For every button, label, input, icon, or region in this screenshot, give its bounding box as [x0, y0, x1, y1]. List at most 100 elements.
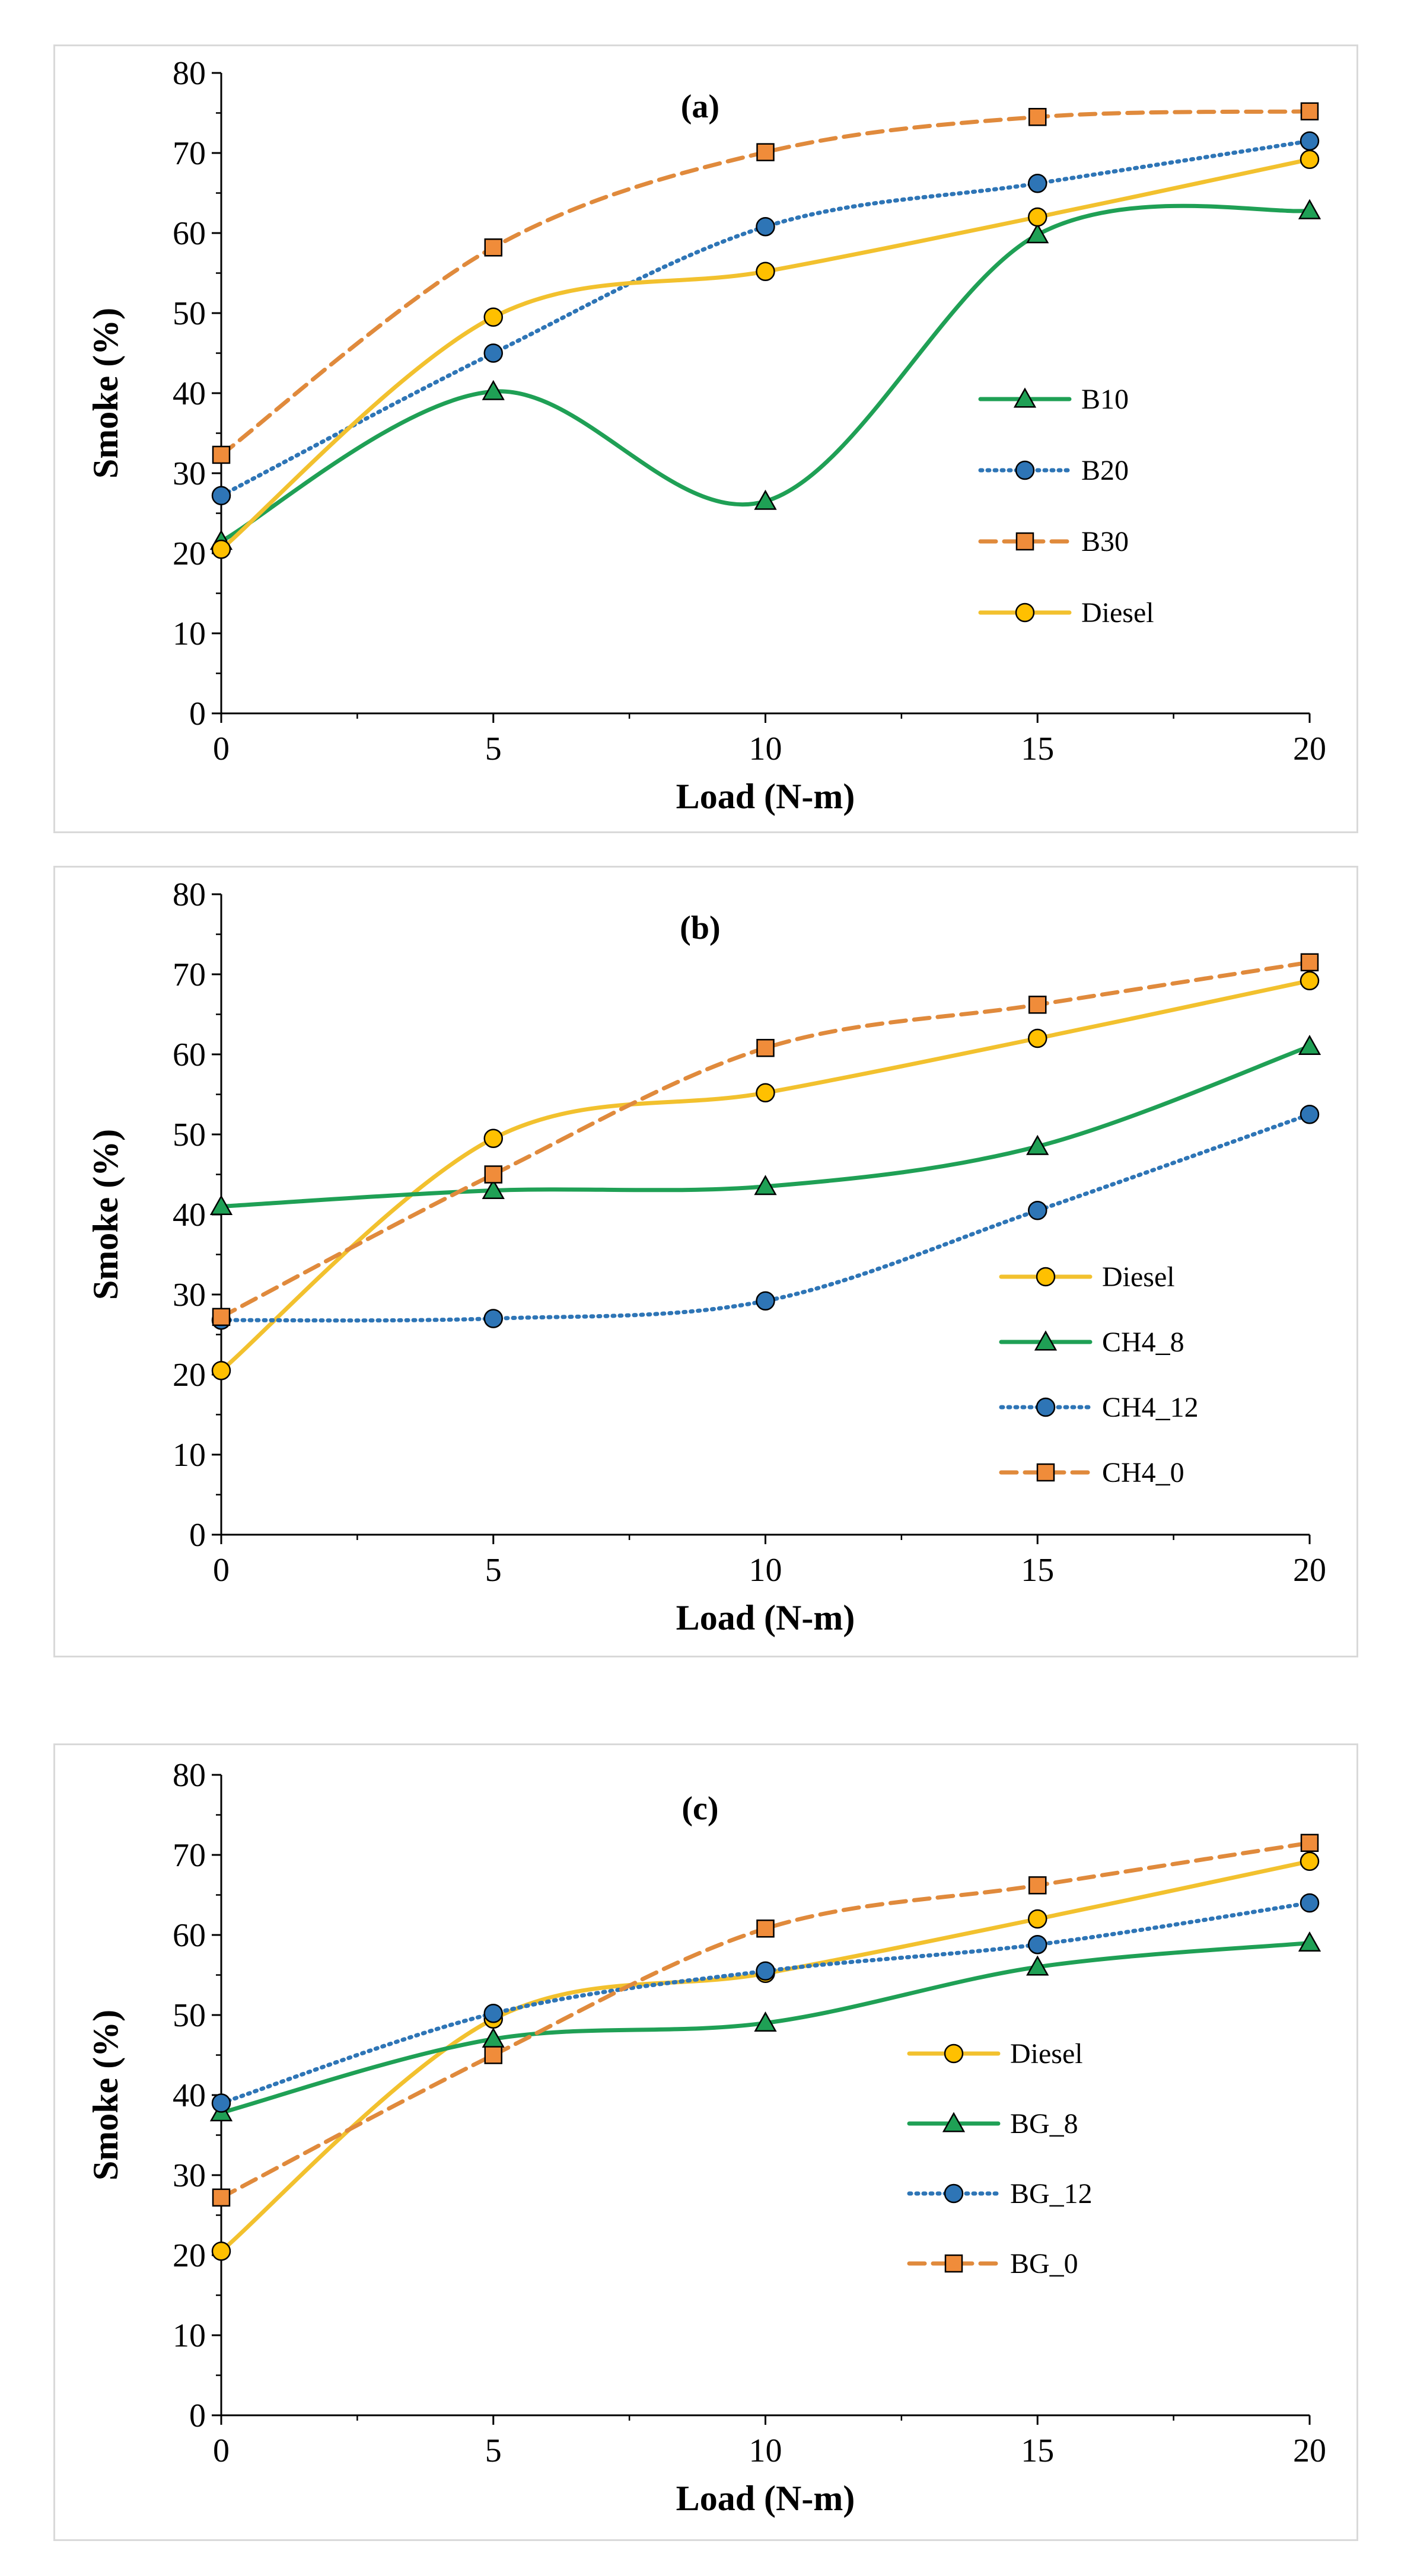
x-tick-label: 15 — [1021, 731, 1054, 767]
x-tick-label: 10 — [749, 2432, 782, 2469]
data-point-diesel — [483, 1128, 503, 1148]
data-point-bg-0 — [484, 2046, 502, 2064]
series-diesel — [211, 149, 1320, 559]
legend-marker-b10 — [1013, 387, 1037, 408]
chart-panel-c: 0 10 20 30 40 50 60 70 80 0 5 10 15 20 Load (N-m) Smoke… — [53, 1743, 1358, 2541]
y-tick-label: 40 — [173, 1197, 206, 1233]
series-ch4-0 — [212, 953, 1319, 1327]
series-diesel — [211, 1851, 1320, 2261]
x-axis-title: Load (N-m) — [676, 2479, 855, 2518]
legend-label-ch4-0: CH4_0 — [1102, 1457, 1184, 1488]
x-tick-label: 0 — [213, 2432, 230, 2469]
data-point-bg-8 — [1298, 1931, 1321, 1952]
legend-marker-ch4-0 — [1036, 1463, 1055, 1482]
data-point-b10 — [1026, 223, 1049, 244]
data-point-bg-8 — [1026, 1955, 1049, 1976]
data-point-diesel — [756, 262, 775, 282]
series-bg-8 — [209, 1931, 1321, 2122]
data-point-ch4-8 — [1298, 1034, 1321, 1056]
y-tick-label: 40 — [173, 375, 206, 412]
data-point-ch4-12 — [756, 1291, 775, 1311]
chart-c: 0 10 20 30 40 50 60 70 80 0 5 10 15 20 Load (N-m) Smoke… — [86, 1757, 1326, 2518]
series-b10 — [209, 199, 1321, 550]
y-tick-label: 0 — [189, 1517, 206, 1554]
y-tick-label: 20 — [173, 1357, 206, 1394]
data-point-diesel — [211, 540, 231, 559]
data-point-b30 — [1300, 102, 1319, 121]
data-point-b20 — [1028, 174, 1047, 193]
legend-label-bg-8: BG_8 — [1010, 2108, 1078, 2140]
legend: Diesel BG_8 BG_12 BG_0 — [907, 2038, 1093, 2279]
x-tick-label: 15 — [1021, 2432, 1054, 2469]
chart-panel-a: 0 10 20 30 40 50 60 70 80 0 5 10 15 20 Load (N-m) Smoke… — [53, 44, 1358, 833]
data-point-b20 — [756, 216, 775, 237]
panel-label: (c) — [681, 1790, 718, 1827]
data-point-ch4-8 — [1026, 1134, 1049, 1155]
x-axis-title: Load (N-m) — [676, 777, 855, 816]
series-b30 — [212, 102, 1319, 464]
legend-label-bg-0: BG_0 — [1010, 2248, 1078, 2279]
data-point-b20 — [483, 343, 503, 363]
data-point-bg-12 — [1300, 1893, 1320, 1913]
data-point-b20 — [1300, 131, 1320, 151]
data-point-bg-0 — [212, 2188, 231, 2207]
data-point-bg-0 — [1028, 1876, 1047, 1895]
legend-label-ch4-12: CH4_12 — [1102, 1392, 1199, 1423]
data-point-bg-8 — [754, 2011, 777, 2032]
series-bg-0 — [212, 1834, 1319, 2207]
legend-label-diesel: Diesel — [1102, 1261, 1175, 1293]
data-point-ch4-12 — [1300, 1105, 1320, 1124]
x-tick-label: 5 — [485, 731, 502, 767]
legend-label-bg-12: BG_12 — [1010, 2178, 1093, 2210]
chart-panel-b: 0 10 20 30 40 50 60 70 80 0 5 10 15 20 Load (N-m) Smoke… — [53, 866, 1358, 1657]
legend-marker-b20 — [1015, 460, 1035, 480]
y-tick-label: 60 — [173, 215, 206, 252]
x-tick-label: 5 — [485, 1552, 502, 1589]
y-tick-label: 10 — [173, 1437, 206, 1474]
x-tick-label: 20 — [1293, 731, 1326, 767]
x-tick-label: 0 — [213, 1552, 230, 1589]
legend-label-b20: B20 — [1081, 455, 1129, 486]
data-point-bg-12 — [756, 1961, 775, 1981]
y-tick-label: 20 — [173, 535, 206, 572]
y-tick-label: 0 — [189, 696, 206, 732]
legend-label-diesel: Diesel — [1010, 2038, 1083, 2070]
panel-label: (a) — [681, 88, 719, 125]
y-tick-label: 80 — [173, 876, 206, 913]
y-tick-label: 50 — [173, 1117, 206, 1153]
chart-b: 0 10 20 30 40 50 60 70 80 0 5 10 15 20 Load (N-m) Smoke… — [86, 876, 1326, 1637]
data-point-diesel — [1300, 971, 1320, 991]
series-line-b30 — [219, 109, 1312, 457]
series-diesel — [211, 971, 1320, 1381]
data-point-ch4-0 — [756, 1038, 775, 1057]
y-axis-title: Smoke (%) — [86, 1129, 125, 1300]
y-tick-label: 70 — [173, 957, 206, 993]
legend-marker-diesel — [944, 2043, 964, 2064]
data-point-diesel — [756, 1083, 775, 1103]
y-tick-label: 30 — [173, 2157, 206, 2194]
x-tick-label: 15 — [1021, 1552, 1054, 1589]
legend-marker-bg-0 — [944, 2254, 963, 2273]
legend: Diesel CH4_8 CH4_12 CH4_0 — [999, 1261, 1199, 1488]
data-point-b10 — [482, 380, 505, 400]
series-ch4-12 — [211, 1105, 1320, 1330]
y-tick-label: 60 — [173, 1037, 206, 1073]
legend-marker-bg-8 — [942, 2112, 966, 2132]
y-tick-label: 40 — [173, 2077, 206, 2114]
data-point-b30 — [484, 238, 502, 257]
data-point-ch4-0 — [1300, 953, 1319, 971]
data-point-diesel — [211, 1361, 231, 1381]
data-point-diesel — [1028, 1909, 1047, 1929]
y-tick-label: 70 — [173, 1837, 206, 1874]
y-tick-label: 20 — [173, 2237, 206, 2274]
y-tick-label: 10 — [173, 2317, 206, 2354]
y-tick-label: 10 — [173, 616, 206, 652]
x-tick-label: 10 — [749, 731, 782, 767]
legend-marker-ch4-8 — [1034, 1330, 1058, 1351]
data-point-bg-12 — [211, 2093, 231, 2113]
data-point-b20 — [211, 486, 231, 506]
data-point-bg-12 — [483, 2004, 503, 2023]
data-point-diesel — [1300, 149, 1320, 170]
data-point-bg-0 — [1300, 1834, 1319, 1852]
y-tick-label: 50 — [173, 1997, 206, 2034]
